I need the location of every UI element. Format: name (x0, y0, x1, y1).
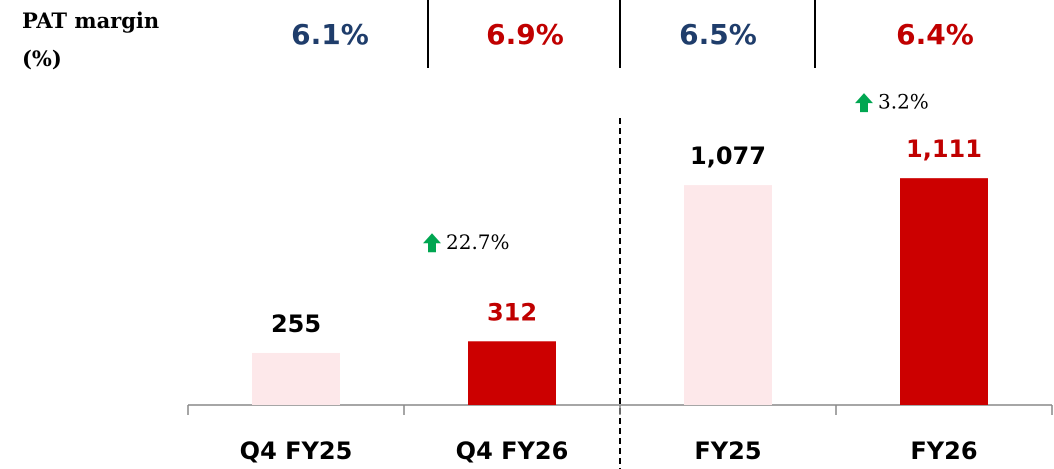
x-tick-label: FY26 (910, 437, 977, 465)
bar (252, 352, 340, 405)
x-tick-label: Q4 FY26 (456, 437, 569, 465)
growth-label: 22.7% (446, 230, 510, 254)
margin-value: 6.9% (486, 18, 564, 51)
bar (900, 178, 988, 405)
value-label: 255 (271, 310, 321, 338)
bar (684, 185, 772, 405)
margin-value: 6.1% (291, 18, 369, 51)
x-tick-label: Q4 FY25 (240, 437, 353, 465)
growth-arrow (423, 233, 441, 253)
x-tick-label: FY25 (694, 437, 761, 465)
bar (468, 341, 556, 405)
margin-value: 6.4% (896, 18, 974, 51)
value-label: 1,111 (906, 135, 982, 163)
growth-label: 3.2% (878, 90, 929, 114)
margin-value: 6.5% (679, 18, 757, 51)
growth-arrow (855, 93, 873, 113)
margin-label: PAT margin (%) (22, 8, 160, 71)
value-label: 312 (487, 298, 537, 326)
value-label: 1,077 (690, 142, 766, 170)
